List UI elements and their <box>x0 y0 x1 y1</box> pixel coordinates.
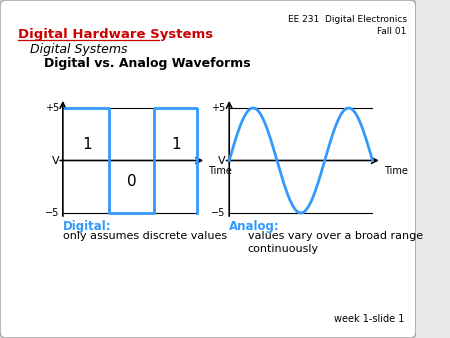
Text: V: V <box>218 155 225 166</box>
Text: V: V <box>52 155 59 166</box>
Text: +5: +5 <box>211 103 225 113</box>
Text: values vary over a broad range
continuously: values vary over a broad range continuou… <box>248 231 423 254</box>
Text: Time: Time <box>208 167 232 176</box>
Text: 1: 1 <box>171 137 181 152</box>
Text: Time: Time <box>383 167 407 176</box>
Text: Digital Hardware Systems: Digital Hardware Systems <box>18 28 214 41</box>
Text: week 1-slide 1: week 1-slide 1 <box>334 314 405 324</box>
FancyBboxPatch shape <box>0 0 416 338</box>
Text: Analog:: Analog: <box>229 220 280 233</box>
Text: −5: −5 <box>211 208 225 218</box>
Text: Digital:: Digital: <box>63 220 112 233</box>
Text: Digital Systems: Digital Systems <box>30 43 127 56</box>
Text: −5: −5 <box>45 208 59 218</box>
Text: 0: 0 <box>127 174 136 189</box>
Text: 1: 1 <box>82 137 92 152</box>
Text: Digital vs. Analog Waveforms: Digital vs. Analog Waveforms <box>45 57 251 70</box>
Text: +5: +5 <box>45 103 59 113</box>
Text: EE 231  Digital Electronics
Fall 01: EE 231 Digital Electronics Fall 01 <box>288 15 407 36</box>
Text: only assumes discrete values: only assumes discrete values <box>63 231 227 241</box>
